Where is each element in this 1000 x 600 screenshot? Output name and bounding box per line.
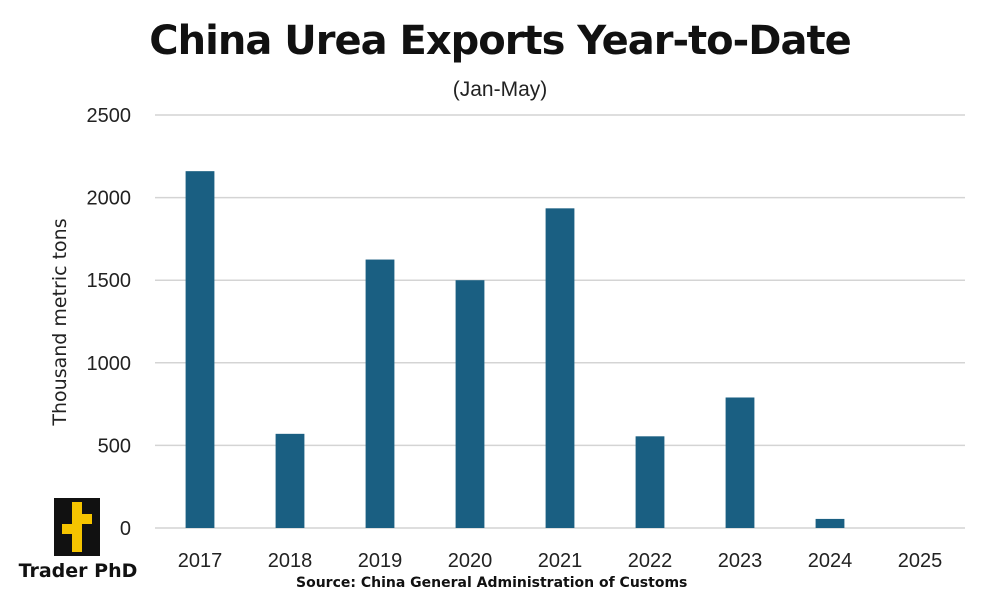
y-tick-labels: 0 500 1000 1500 2000 2500 [87, 105, 132, 540]
x-tick-label: 2022 [628, 550, 673, 572]
x-tick-label: 2025 [898, 550, 943, 572]
bar-2022 [635, 436, 665, 528]
y-tick-label: 2000 [87, 188, 132, 210]
bar-2018 [275, 433, 305, 528]
logo-text: Trader PhD [18, 560, 138, 582]
y-axis-label: Thousand metric tons [49, 218, 71, 426]
x-tick-label: 2017 [178, 550, 223, 572]
bar-2024 [815, 518, 845, 528]
bar-2017 [185, 171, 215, 528]
x-tick-label: 2018 [268, 550, 313, 572]
x-tick-label: 2024 [808, 550, 853, 572]
trader-phd-logo: Trader PhD [18, 498, 138, 588]
y-tick-label: 0 [120, 518, 131, 540]
y-tick-label: 500 [98, 435, 131, 457]
y-tick-label: 1000 [87, 353, 132, 375]
x-tick-labels: 2017 2018 2019 2020 2021 2022 2023 2024 2025 [178, 550, 943, 572]
source-note: Source: China General Administration of … [296, 575, 688, 591]
logo-icon [54, 498, 100, 556]
bar-2021 [545, 208, 575, 528]
x-tick-label: 2023 [718, 550, 763, 572]
x-tick-label: 2020 [448, 550, 493, 572]
bar-2020 [455, 280, 485, 528]
chart-title: China Urea Exports Year-to-Date [149, 18, 851, 64]
bar-2023 [725, 397, 755, 528]
y-tick-label: 2500 [87, 105, 132, 127]
bar-2019 [365, 259, 395, 528]
x-tick-label: 2021 [538, 550, 583, 572]
bars [185, 171, 845, 528]
chart-subtitle: (Jan-May) [452, 78, 548, 101]
y-tick-label: 1500 [87, 270, 132, 292]
x-tick-label: 2019 [358, 550, 403, 572]
